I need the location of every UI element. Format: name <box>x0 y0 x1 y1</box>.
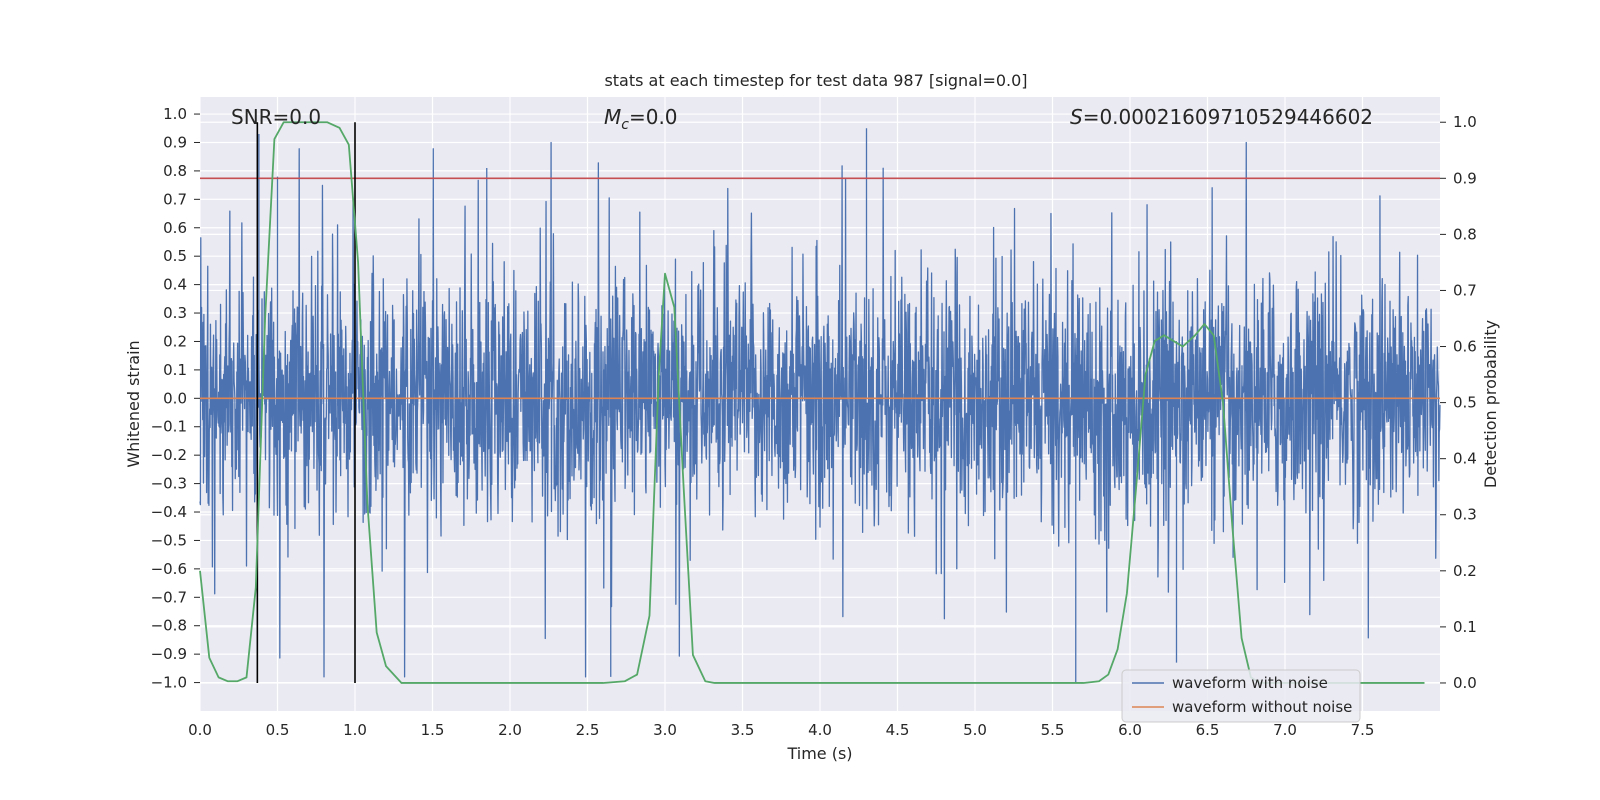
y-left-tick-label: −0.1 <box>151 418 187 436</box>
x-axis-ticks: 0.0 0.5 1.0 1.5 2.0 2.5 3.0 3.5 4.0 4.5 5.0 5.5 6.0 6… <box>188 721 1374 739</box>
y-left-tick-label: 0.3 <box>163 304 187 322</box>
y-left-tick-label: 0.5 <box>163 247 187 265</box>
y-right-tick-label: 0.7 <box>1453 281 1477 299</box>
x-tick-label: 4.5 <box>886 721 910 739</box>
x-tick-label: 5.0 <box>963 721 987 739</box>
x-tick-label: 1.5 <box>421 721 445 739</box>
x-tick-label: 6.5 <box>1196 721 1220 739</box>
x-tick-label: 4.0 <box>808 721 832 739</box>
y-right-tick-label: 0.4 <box>1453 450 1477 468</box>
chirp-mass-subscript: c <box>621 117 629 133</box>
y-right-tick-label: 1.0 <box>1453 113 1477 131</box>
y-left-tick-label: −0.3 <box>151 475 187 493</box>
y-left-tick-label: 0.9 <box>163 133 187 151</box>
snr-annotation: SNR=0.0 <box>231 105 321 129</box>
legend: waveform with noise waveform without noi… <box>1121 669 1361 723</box>
x-tick-label: 3.0 <box>653 721 677 739</box>
y-right-tick-label: 0.6 <box>1453 338 1477 356</box>
y-left-tick-label: −0.4 <box>151 503 187 521</box>
y-right-tick-label: 0.2 <box>1453 562 1477 580</box>
y-left-tick-label: 0.6 <box>163 219 187 237</box>
legend-label-clean: waveform without noise <box>1172 698 1352 716</box>
y-left-tick-label: 0.7 <box>163 190 187 208</box>
y-right-tick-label: 0.1 <box>1453 618 1477 636</box>
chirp-mass-symbol: M <box>604 105 621 129</box>
x-tick-label: 0.5 <box>266 721 290 739</box>
y-left-tick-label: 0.4 <box>163 276 187 294</box>
y-right-tick-label: 0.5 <box>1453 394 1477 412</box>
s-annotation: S=0.00021609710529446602 <box>1070 105 1373 129</box>
y-left-tick-label: −0.7 <box>151 588 187 606</box>
x-tick-label: 5.5 <box>1041 721 1065 739</box>
y-left-tick-label: −0.6 <box>151 560 187 578</box>
y-right-tick-label: 0.3 <box>1453 506 1477 524</box>
s-symbol: S <box>1070 105 1083 129</box>
y-axis-right-label: Detection probability <box>1481 320 1500 488</box>
x-tick-label: 7.0 <box>1273 721 1297 739</box>
series-waveform-with-noise <box>199 128 1441 683</box>
y-left-tick-label: −0.2 <box>151 446 187 464</box>
chart-title: stats at each timestep for test data 987… <box>604 71 1027 90</box>
y-right-tick-label: 0.0 <box>1453 674 1477 692</box>
y-right-tick-label: 0.9 <box>1453 169 1477 187</box>
y-left-tick-label: −0.5 <box>151 531 187 549</box>
y-axis-left-ticks: 1.0 0.9 0.8 0.7 0.6 0.5 0.4 0.3 0.2 0.1 0.0 −0.1 −0.… <box>151 105 200 692</box>
x-tick-label: 6.0 <box>1118 721 1142 739</box>
chirp-mass-annotation: Mc=0.0 <box>604 105 678 133</box>
x-tick-label: 0.0 <box>188 721 212 739</box>
x-tick-label: 2.0 <box>498 721 522 739</box>
x-tick-label: 7.5 <box>1351 721 1375 739</box>
y-left-tick-label: 0.2 <box>163 332 187 350</box>
y-axis-right-ticks: 1.0 0.9 0.8 0.7 0.6 0.5 0.4 0.3 0.2 0.1 0.0 <box>1440 113 1477 692</box>
y-left-tick-label: 0.8 <box>163 162 187 180</box>
chirp-mass-value: =0.0 <box>629 105 678 129</box>
y-left-tick-label: −1.0 <box>151 674 187 692</box>
legend-box <box>1121 669 1361 723</box>
y-left-tick-label: 0.0 <box>163 389 187 407</box>
x-tick-label: 3.5 <box>731 721 755 739</box>
y-left-tick-label: 0.1 <box>163 361 187 379</box>
y-right-tick-label: 0.8 <box>1453 225 1477 243</box>
y-left-tick-label: 1.0 <box>163 105 187 123</box>
x-axis-label: Time (s) <box>786 744 852 763</box>
s-value: =0.00021609710529446602 <box>1083 105 1373 129</box>
legend-label-noise: waveform with noise <box>1172 674 1328 692</box>
x-tick-label: 1.0 <box>343 721 367 739</box>
series-detection-probability <box>199 121 1425 684</box>
y-axis-left-label: Whitened strain <box>124 340 143 467</box>
y-left-tick-label: −0.9 <box>151 645 187 663</box>
y-left-tick-label: −0.8 <box>151 617 187 635</box>
noise-trace <box>199 128 1441 683</box>
x-tick-label: 2.5 <box>576 721 600 739</box>
